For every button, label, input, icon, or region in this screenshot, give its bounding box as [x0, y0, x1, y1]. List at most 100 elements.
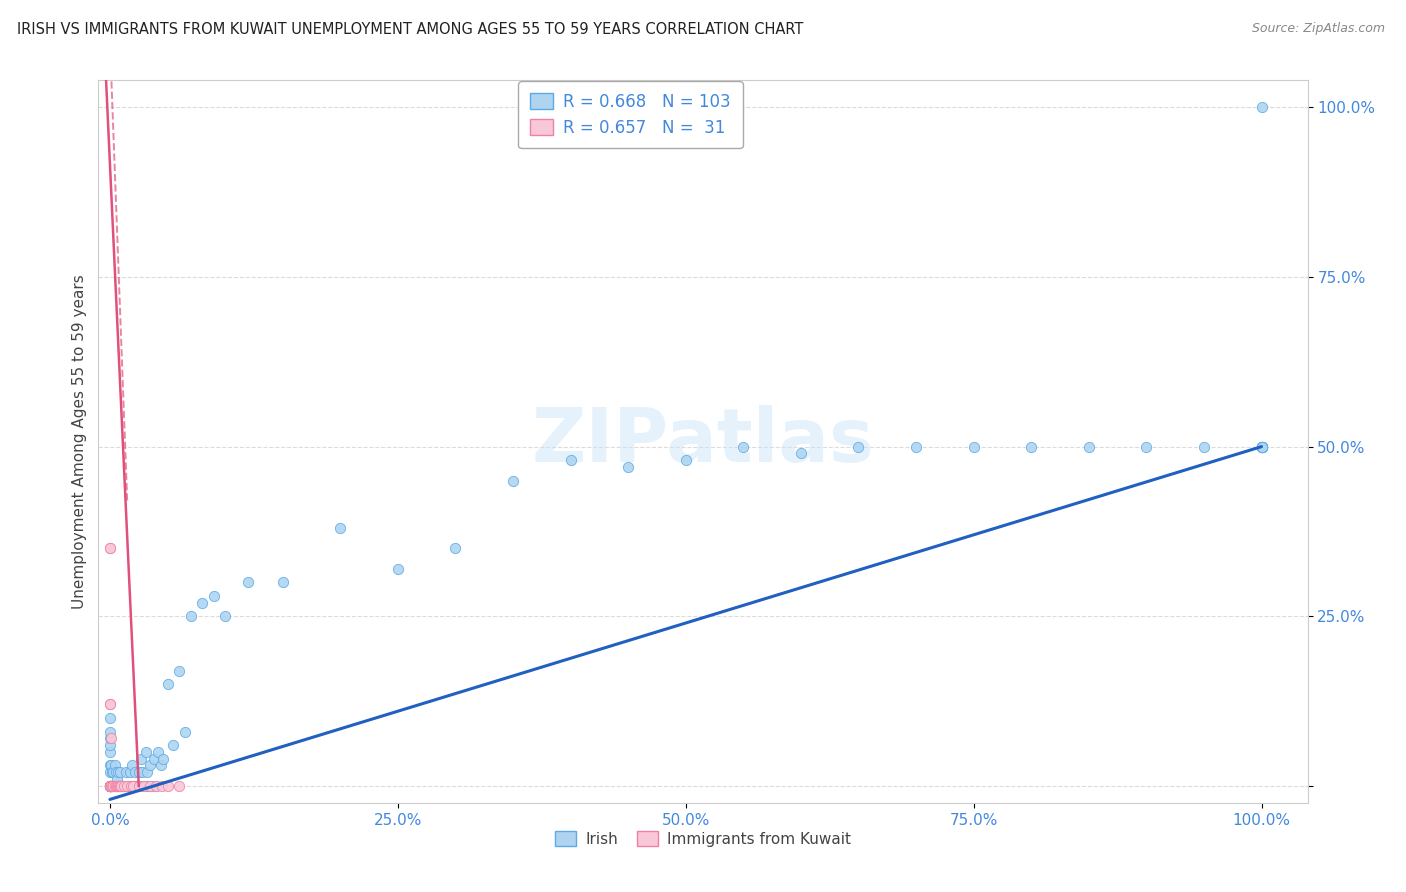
Point	[107, 765, 129, 780]
Point	[122, 779, 145, 793]
Point	[105, 779, 128, 793]
Point	[107, 779, 129, 793]
Point	[98, 779, 121, 793]
Point	[104, 765, 127, 780]
Point	[1250, 440, 1272, 454]
Y-axis label: Unemployment Among Ages 55 to 59 years: Unemployment Among Ages 55 to 59 years	[72, 274, 87, 609]
Point	[156, 779, 179, 793]
Point	[98, 779, 121, 793]
Point	[1135, 440, 1157, 454]
Point	[103, 779, 125, 793]
Point	[117, 779, 139, 793]
Point	[98, 779, 121, 793]
Point	[142, 752, 165, 766]
Point	[502, 474, 524, 488]
Point	[111, 779, 134, 793]
Point	[103, 779, 125, 793]
Point	[1250, 440, 1272, 454]
Point	[152, 752, 174, 766]
Point	[1250, 440, 1272, 454]
Point	[120, 779, 142, 793]
Point	[1250, 440, 1272, 454]
Point	[108, 779, 131, 793]
Point	[98, 779, 121, 793]
Point	[100, 731, 122, 746]
Point	[444, 541, 467, 556]
Point	[118, 765, 141, 780]
Point	[134, 779, 156, 793]
Point	[127, 779, 149, 793]
Point	[790, 446, 813, 460]
Point	[150, 779, 173, 793]
Point	[167, 779, 190, 793]
Point	[98, 779, 121, 793]
Point	[108, 779, 131, 793]
Point	[148, 745, 170, 759]
Point	[100, 779, 122, 793]
Point	[149, 758, 172, 772]
Point	[675, 453, 697, 467]
Point	[191, 596, 214, 610]
Point	[129, 752, 152, 766]
Point	[107, 779, 129, 793]
Point	[101, 779, 124, 793]
Point	[180, 609, 202, 624]
Point	[1250, 440, 1272, 454]
Point	[103, 758, 125, 772]
Point	[733, 440, 755, 454]
Point	[905, 440, 928, 454]
Point	[98, 779, 121, 793]
Point	[134, 779, 156, 793]
Point	[115, 779, 138, 793]
Point	[100, 758, 122, 772]
Point	[101, 765, 124, 780]
Point	[136, 779, 159, 793]
Point	[122, 779, 145, 793]
Point	[103, 779, 125, 793]
Point	[98, 779, 121, 793]
Point	[121, 758, 143, 772]
Legend: Irish, Immigrants from Kuwait: Irish, Immigrants from Kuwait	[548, 825, 858, 853]
Point	[98, 724, 121, 739]
Point	[98, 698, 121, 712]
Point	[145, 779, 167, 793]
Point	[156, 677, 179, 691]
Point	[1019, 440, 1042, 454]
Point	[110, 779, 132, 793]
Point	[560, 453, 582, 467]
Point	[131, 765, 153, 780]
Point	[135, 745, 157, 759]
Point	[103, 765, 125, 780]
Point	[110, 779, 132, 793]
Point	[103, 779, 125, 793]
Point	[1192, 440, 1215, 454]
Point	[1250, 100, 1272, 114]
Point	[101, 779, 124, 793]
Text: Source: ZipAtlas.com: Source: ZipAtlas.com	[1251, 22, 1385, 36]
Point	[98, 541, 121, 556]
Point	[108, 779, 131, 793]
Point	[128, 779, 150, 793]
Point	[110, 779, 132, 793]
Point	[98, 765, 121, 780]
Point	[214, 609, 236, 624]
Point	[104, 779, 127, 793]
Point	[329, 521, 352, 535]
Point	[167, 664, 190, 678]
Point	[100, 779, 122, 793]
Point	[98, 711, 121, 725]
Point	[98, 758, 121, 772]
Text: IRISH VS IMMIGRANTS FROM KUWAIT UNEMPLOYMENT AMONG AGES 55 TO 59 YEARS CORRELATI: IRISH VS IMMIGRANTS FROM KUWAIT UNEMPLOY…	[17, 22, 803, 37]
Point	[124, 765, 146, 780]
Point	[271, 575, 294, 590]
Point	[98, 779, 121, 793]
Point	[115, 779, 138, 793]
Point	[98, 779, 121, 793]
Point	[120, 779, 142, 793]
Point	[387, 562, 409, 576]
Point	[139, 758, 162, 772]
Point	[98, 779, 121, 793]
Point	[110, 779, 132, 793]
Point	[98, 779, 121, 793]
Point	[1250, 440, 1272, 454]
